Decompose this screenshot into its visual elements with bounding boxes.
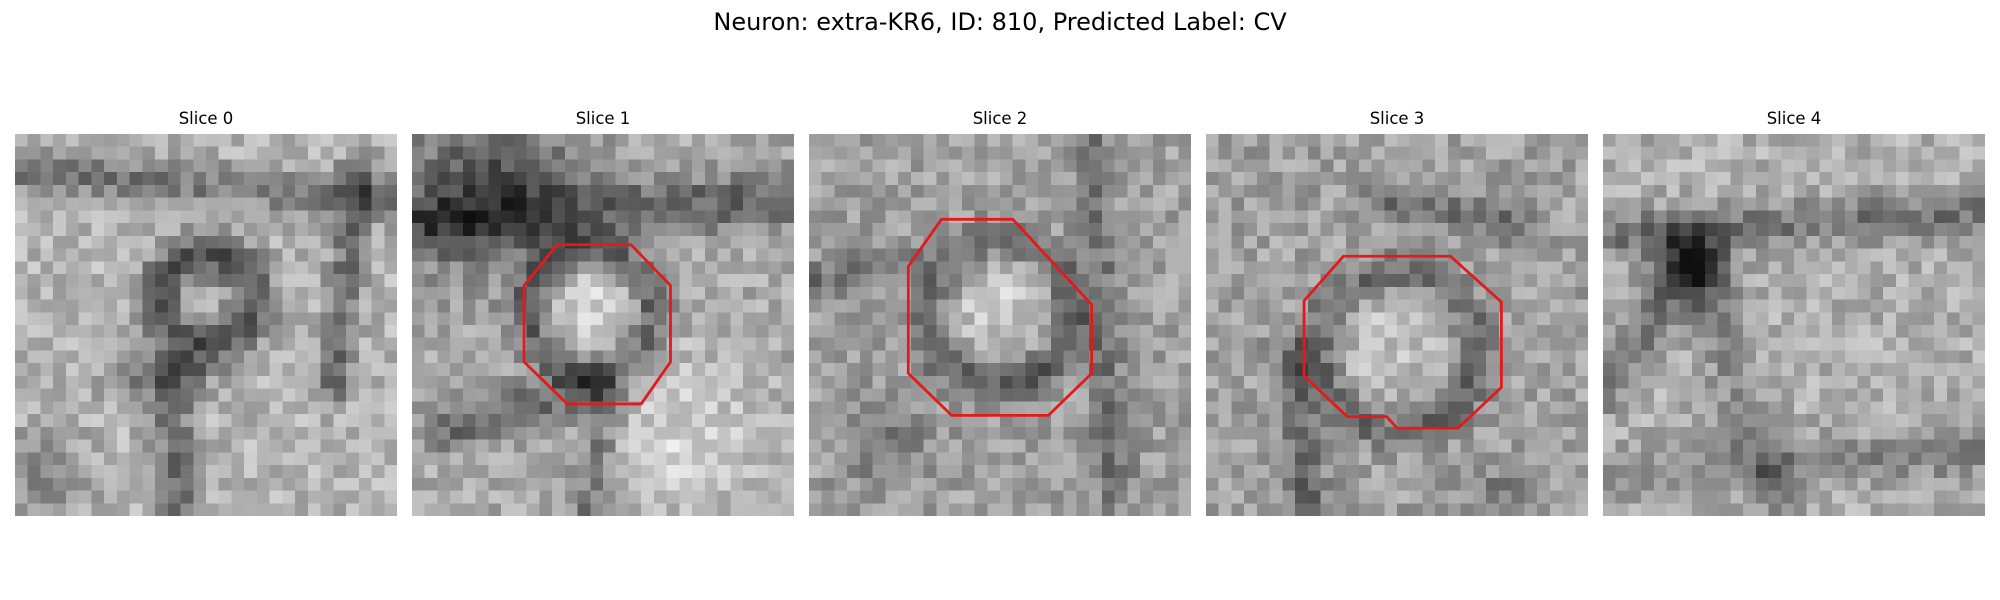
contour-outline [1302,254,1503,430]
slice-title: Slice 4 [1766,109,1822,128]
contour-outline [906,217,1094,417]
figure-title: Neuron: extra-KR6, ID: 810, Predicted La… [713,8,1287,36]
slice-title: Slice 0 [178,109,234,128]
slice-title: Slice 3 [1369,109,1425,128]
slice-image [15,134,397,516]
slice-panel-4: Slice 4 [1603,108,1985,516]
contour-outline [522,243,672,406]
slice-image [1603,134,1985,516]
slice-image [412,134,794,516]
slice-panel-0: Slice 0 [15,108,397,516]
slice-image [809,134,1191,516]
slice-image [1206,134,1588,516]
slice-title: Slice 1 [575,109,631,128]
slice-panel-1: Slice 1 [412,108,794,516]
slice-title: Slice 2 [972,109,1028,128]
slice-panel-3: Slice 3 [1206,108,1588,516]
slice-panel-2: Slice 2 [809,108,1191,516]
